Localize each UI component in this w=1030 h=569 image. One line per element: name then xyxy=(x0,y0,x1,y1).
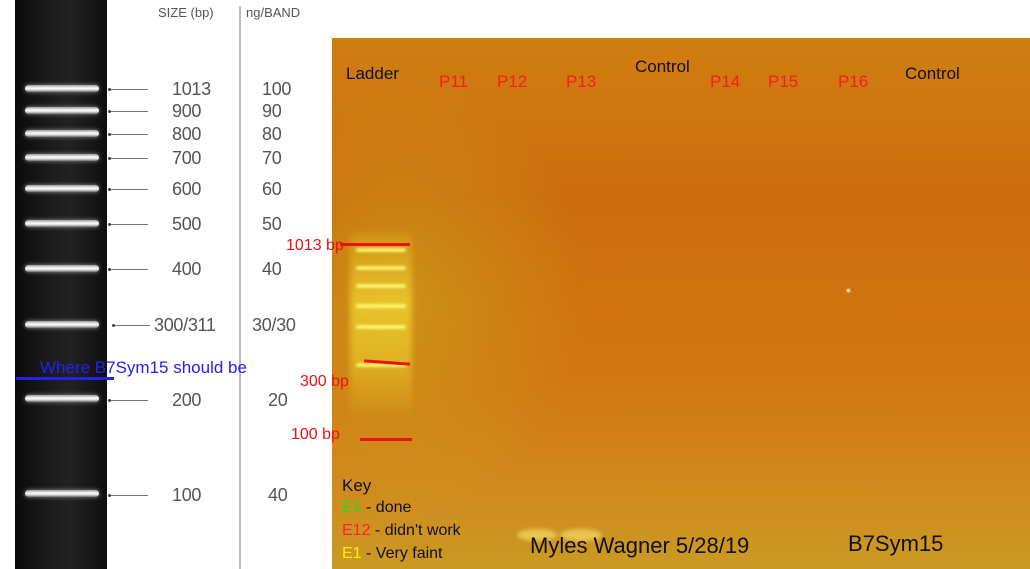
lane-label-p16: P16 xyxy=(838,72,869,91)
gel-ladder-band xyxy=(356,325,406,329)
tick-1013 xyxy=(108,88,148,91)
lane-label-p15: P15 xyxy=(768,72,799,91)
gel-ladder-lane xyxy=(350,233,412,413)
ref-band-500 xyxy=(25,220,99,227)
size-label-800: 800 xyxy=(172,124,202,144)
gel-ladder-band xyxy=(356,248,406,252)
lane-label-p13: P13 xyxy=(566,72,597,91)
author-date-label: Myles Wagner 5/28/19 xyxy=(530,533,750,558)
gel-ladder-band xyxy=(356,304,406,308)
ref-band-600 xyxy=(25,185,99,192)
size-label-500: 500 xyxy=(172,214,202,234)
expected-position-line xyxy=(16,377,114,380)
experimental-gel-photo xyxy=(332,38,1030,569)
size-label-700: 700 xyxy=(172,148,202,168)
size-label-200: 200 xyxy=(172,390,202,410)
sample-id-label: B7Sym15 xyxy=(848,531,944,556)
ref-band-100 xyxy=(25,490,99,497)
size-label-300: 300/311 xyxy=(154,315,216,335)
key-text-faint: - Very faint xyxy=(361,545,443,562)
size-label-1013: 1013 xyxy=(172,79,211,99)
tick-600 xyxy=(108,188,148,191)
size-label-100: 100 xyxy=(172,485,202,505)
ng-label-800: 80 xyxy=(262,124,282,144)
marker-label-300bp: 300 bp xyxy=(300,373,349,390)
ng-label-600: 60 xyxy=(262,179,282,199)
ng-label-100: 40 xyxy=(268,485,288,505)
reference-ladder-gel xyxy=(15,0,107,569)
key-item-done: E1 - done xyxy=(342,499,411,517)
key-title: Key xyxy=(342,476,372,495)
lane-label-p12: P12 xyxy=(497,72,528,91)
ng-label-900: 90 xyxy=(262,101,282,121)
tick-500 xyxy=(108,223,148,226)
ref-band-200 xyxy=(25,395,99,402)
size-label-600: 600 xyxy=(172,179,202,199)
tick-700 xyxy=(108,157,148,160)
tick-900 xyxy=(108,110,148,113)
gel-ladder-band xyxy=(356,284,406,288)
gel-ladder-band xyxy=(356,266,406,270)
marker-label-1013bp: 1013 bp xyxy=(286,237,344,254)
tick-100 xyxy=(108,494,148,497)
key-text-failed: - didn't work xyxy=(370,522,461,539)
size-column-header: SIZE (bp) xyxy=(158,5,214,20)
column-divider xyxy=(239,6,241,569)
lane-label-control-1: Control xyxy=(635,57,690,76)
ref-band-400 xyxy=(25,265,99,272)
gel-speck xyxy=(847,289,850,292)
marker-line-1013bp xyxy=(340,243,410,246)
ref-band-1013 xyxy=(25,85,99,92)
ng-label-200: 20 xyxy=(268,390,288,410)
key-code-done: E1 xyxy=(342,499,362,516)
tick-200 xyxy=(108,399,148,402)
lane-label-control-2: Control xyxy=(905,64,960,83)
lane-label-p14: P14 xyxy=(710,72,741,91)
tick-300 xyxy=(112,324,150,327)
ng-label-700: 70 xyxy=(262,148,282,168)
gel-well-glow xyxy=(517,529,557,541)
ref-band-900 xyxy=(25,107,99,114)
gel-well-glow xyxy=(560,529,602,541)
expected-position-note: Where B7Sym15 should be xyxy=(40,358,247,377)
ng-label-500: 50 xyxy=(262,214,282,234)
tick-400 xyxy=(108,268,148,271)
lane-label-ladder: Ladder xyxy=(346,64,399,83)
key-item-faint: E1 - Very faint xyxy=(342,545,443,563)
ng-label-400: 40 xyxy=(262,259,282,279)
key-item-failed: E12 - didn't work xyxy=(342,522,461,540)
marker-line-100bp xyxy=(360,438,412,441)
key-code-failed: E12 xyxy=(342,522,371,539)
ng-label-300: 30/30 xyxy=(252,315,296,335)
gel-ladder-band xyxy=(356,363,406,367)
key-code-faint: E1 xyxy=(342,545,362,562)
size-label-900: 900 xyxy=(172,101,202,121)
ref-band-800 xyxy=(25,130,99,137)
ref-band-700 xyxy=(25,154,99,161)
lane-label-p11: P11 xyxy=(439,72,468,91)
marker-label-100bp: 100 bp xyxy=(291,426,340,443)
key-text-done: - done xyxy=(361,499,412,516)
ref-band-300 xyxy=(25,321,99,328)
tick-800 xyxy=(108,133,148,136)
size-label-400: 400 xyxy=(172,259,202,279)
ng-label-1013: 100 xyxy=(262,79,292,99)
ng-column-header: ng/BAND xyxy=(246,5,301,20)
